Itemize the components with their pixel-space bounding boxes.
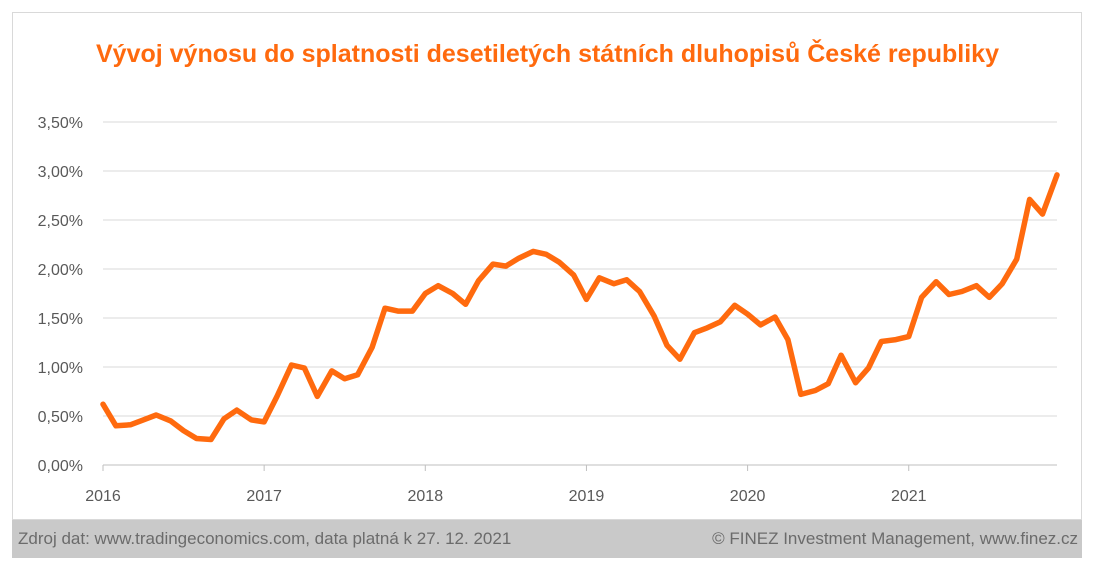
x-tick-label: 2019 (569, 488, 605, 505)
x-tick-label: 2016 (85, 488, 121, 505)
line-chart: 0,00% 0,50% 1,00% 1,50% 2,00% 2,50% 3,00% 3,50%… (38, 115, 1060, 505)
y-tick-label: 2,50% (38, 213, 83, 230)
y-tick-label: 1,50% (38, 311, 83, 328)
series-line (100, 172, 1060, 443)
y-tick-label: 1,00% (38, 360, 83, 377)
y-tick-label: 2,00% (38, 262, 83, 279)
y-tick-label: 0,50% (38, 409, 83, 426)
x-tick-label: 2020 (730, 488, 766, 505)
x-tick-label: 2017 (246, 488, 282, 505)
chart-title: Vývoj výnosu do splatnosti desetiletých … (96, 40, 999, 68)
x-tick-label: 2018 (408, 488, 444, 505)
y-tick-label: 3,00% (38, 164, 83, 181)
y-tick-label: 0,00% (38, 458, 83, 475)
x-tick-label: 2021 (891, 488, 927, 505)
y-tick-label: 3,50% (38, 115, 83, 132)
footer-bar: Zdroj dat: www.tradingeconomics.com, dat… (12, 520, 1082, 558)
copyright-note: © FINEZ Investment Management, www.finez… (712, 529, 1078, 548)
source-note: Zdroj dat: www.tradingeconomics.com, dat… (18, 529, 512, 548)
